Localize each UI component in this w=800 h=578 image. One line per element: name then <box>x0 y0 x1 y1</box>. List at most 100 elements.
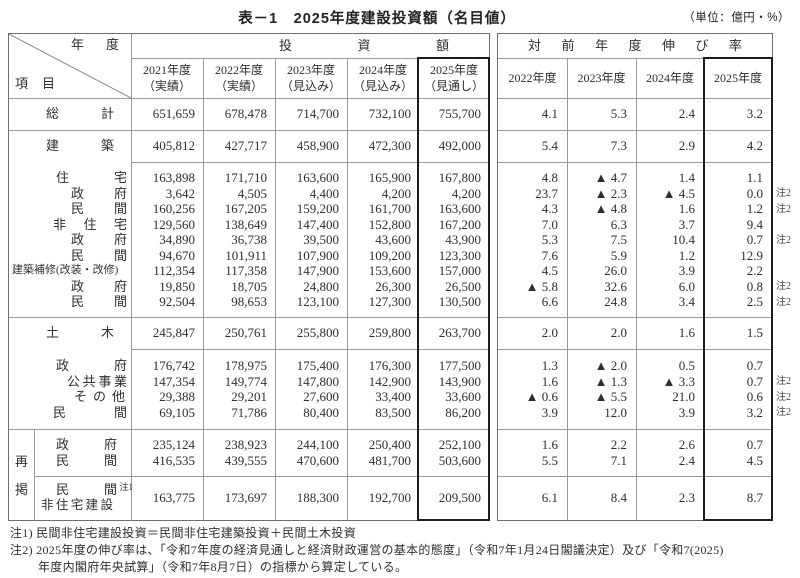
grid-hline <box>498 130 772 131</box>
growth-year-header-2025年度: 2025年度 <box>713 71 762 85</box>
value-saikei-minkan-hijutaku-col1: 173,697 <box>224 490 267 505</box>
row-label-sokei-char: 総 <box>46 106 60 121</box>
grid-vline <box>34 429 35 520</box>
investment-amount-table: 年度項目投資額 2021年度 （実績） 2022年度 （実績） 2023年度 （見込み） 20… <box>8 33 490 521</box>
value-hoshu-seifu-col3: 26,300 <box>375 278 411 294</box>
row-label-hijutaku: 非住宅 <box>53 217 127 233</box>
year-header-line2: （実績） <box>142 79 191 93</box>
value-hijutaku-seifu-col1: 36,738 <box>231 232 267 247</box>
value-kokyojigyo-col3: 142,900 <box>368 373 411 389</box>
value-jutaku-seifu-col1: 4,505 <box>237 185 267 201</box>
year-header-2025年度: 2025年度 （見通し） <box>419 62 489 98</box>
value-kenchiku-col0: 405,812 <box>152 138 195 153</box>
value-hijutaku-seifu-col3: 43,600 <box>375 232 411 247</box>
value-hijutaku-minkan-col1: 101,911 <box>225 247 267 263</box>
right-group-header-char: 伸 <box>661 38 675 53</box>
growth-hijutaku-minkan-col0: 7.6 <box>541 247 558 263</box>
note2-marker-jutaku-seifu: 注2 <box>776 188 791 199</box>
note2-marker-doboku-minkan: 注2 <box>776 407 791 418</box>
value-kenchiku-col1: 427,717 <box>224 138 267 153</box>
growth-doboku-col1: 2.0 <box>610 325 627 340</box>
value-kokyojigyo-col2: 147,800 <box>296 373 339 389</box>
grid-hline <box>9 98 489 99</box>
value-jutaku-col2: 163,600 <box>296 170 339 185</box>
year-header-line1: 2025年度 <box>429 63 478 77</box>
value-hijutaku-col4: 167,200 <box>438 216 481 232</box>
grid-hline <box>498 162 772 163</box>
row-label-sonota-char: の <box>92 389 106 404</box>
value-saikei-seifu-col2: 244,100 <box>296 437 339 452</box>
growth-hoshu-minkan-col0: 6.6 <box>541 294 558 309</box>
value-doboku-minkan-col2: 80,400 <box>303 404 339 420</box>
grid-hline <box>9 130 489 131</box>
row-label2-saikei-minkan-hijutaku-char: 設 <box>100 498 113 512</box>
growth-doboku-minkan-col0: 3.9 <box>541 404 558 420</box>
value-kenchiku-col2: 458,900 <box>296 138 339 153</box>
right-group-header-char: 対 <box>528 38 542 53</box>
row-label-sonota-char: そ <box>74 389 88 404</box>
value-hoshu-minkan-col0: 92,504 <box>159 294 195 309</box>
growth-hoshu-minkan-col1: 24.8 <box>604 294 627 309</box>
saikei-label-char: 掲 <box>14 482 28 497</box>
saikei-label: 再掲 <box>9 429 34 520</box>
value-jutaku-col3: 165,900 <box>368 170 411 185</box>
growth-hoshu-minkan-col2: 3.4 <box>678 294 695 309</box>
row-label-kokyojigyo-char: 事 <box>98 373 112 389</box>
growth-jutaku-col1: ▲ 4.7 <box>594 170 627 185</box>
value-sokei-col1: 678,478 <box>224 106 267 121</box>
year-header-line2: （見通し） <box>423 79 484 93</box>
row-label2-saikei-minkan-hijutaku-char: 住 <box>55 498 69 512</box>
growth-doboku-seifu-col0: 1.3 <box>541 358 558 373</box>
row-label-doboku-char: 木 <box>100 325 114 340</box>
growth-doboku-col0: 2.0 <box>541 325 558 340</box>
value-sonota-col0: 29,388 <box>159 389 195 404</box>
value-hijutaku-col3: 152,800 <box>368 216 411 232</box>
row-label2-saikei-minkan-hijutaku-char: 非 <box>41 498 54 512</box>
value-hoshu-seifu-col4: 26,500 <box>445 278 481 294</box>
row-label-hijutaku-char: 住 <box>83 216 97 232</box>
row-label-hijutaku-minkan: 民間 <box>71 248 127 264</box>
row-label-hoshu-seifu-char: 府 <box>113 278 127 294</box>
value-jutaku-minkan-col1: 167,205 <box>224 201 267 216</box>
growth-hijutaku-minkan-col1: 5.9 <box>610 247 627 263</box>
row-label-jutaku-seifu-char: 政 <box>71 185 85 201</box>
row-label-doboku-seifu-char: 政 <box>56 358 70 373</box>
value-saikei-minkan-hijutaku-col2: 188,300 <box>296 490 339 505</box>
year-header-2024年度: 2024年度 （見込み） <box>347 62 419 98</box>
growth-saikei-minkan-col0: 5.5 <box>541 452 558 468</box>
growth-kokyojigyo-col3: 0.7 <box>746 373 763 389</box>
growth-kokyojigyo-col1: ▲ 1.3 <box>594 373 627 389</box>
value-hijutaku-col1: 138,649 <box>224 216 267 232</box>
growth-hijutaku-col2: 3.7 <box>678 216 695 232</box>
growth-doboku-minkan-col1: 12.0 <box>604 404 627 420</box>
grid-hline <box>498 476 772 477</box>
growth-sokei-col3: 3.2 <box>746 106 763 121</box>
value-jutaku-minkan-col4: 163,600 <box>438 201 481 216</box>
year-header-line2: （実績） <box>214 79 263 93</box>
value-kenchiku-col4: 492,000 <box>438 138 481 153</box>
note2-marker-kokyojigyo: 注2 <box>776 376 791 387</box>
growth-jutaku-seifu-col2: ▲ 4.5 <box>662 185 695 201</box>
growth-saikei-seifu-col1: 2.2 <box>610 437 627 452</box>
growth-doboku-minkan-col2: 3.9 <box>678 404 695 420</box>
growth-jutaku-minkan-col2: 1.6 <box>678 201 695 216</box>
value-kokyojigyo-col4: 143,900 <box>438 373 481 389</box>
unit-label: （単位：億円・%） <box>683 12 790 24</box>
value-hijutaku-col0: 129,560 <box>152 216 195 232</box>
growth-hoshu-minkan-col3: 2.5 <box>746 294 763 309</box>
growth-kenchiku-col1: 7.3 <box>610 138 627 153</box>
value-jutaku-seifu-col3: 4,200 <box>381 185 411 201</box>
row-label-doboku-char: 土 <box>46 325 60 340</box>
growth-hijutaku-col1: 6.3 <box>610 216 627 232</box>
corner-label-item: 項目 <box>15 76 55 92</box>
value-doboku-minkan-col4: 86,200 <box>445 404 481 420</box>
row-label-jutaku: 住宅 <box>56 170 127 186</box>
row-label-jutaku-char: 宅 <box>113 170 127 185</box>
row-label-kokyojigyo: 公共事業 <box>67 374 127 390</box>
value-doboku-seifu-col1: 178,975 <box>224 358 267 373</box>
growth-hijutaku-minkan-col2: 1.2 <box>678 247 695 263</box>
left-group-header-char: 投 <box>279 38 293 53</box>
value-jutaku-col0: 163,898 <box>152 170 195 185</box>
value-hijutaku-minkan-col4: 123,300 <box>438 247 481 263</box>
